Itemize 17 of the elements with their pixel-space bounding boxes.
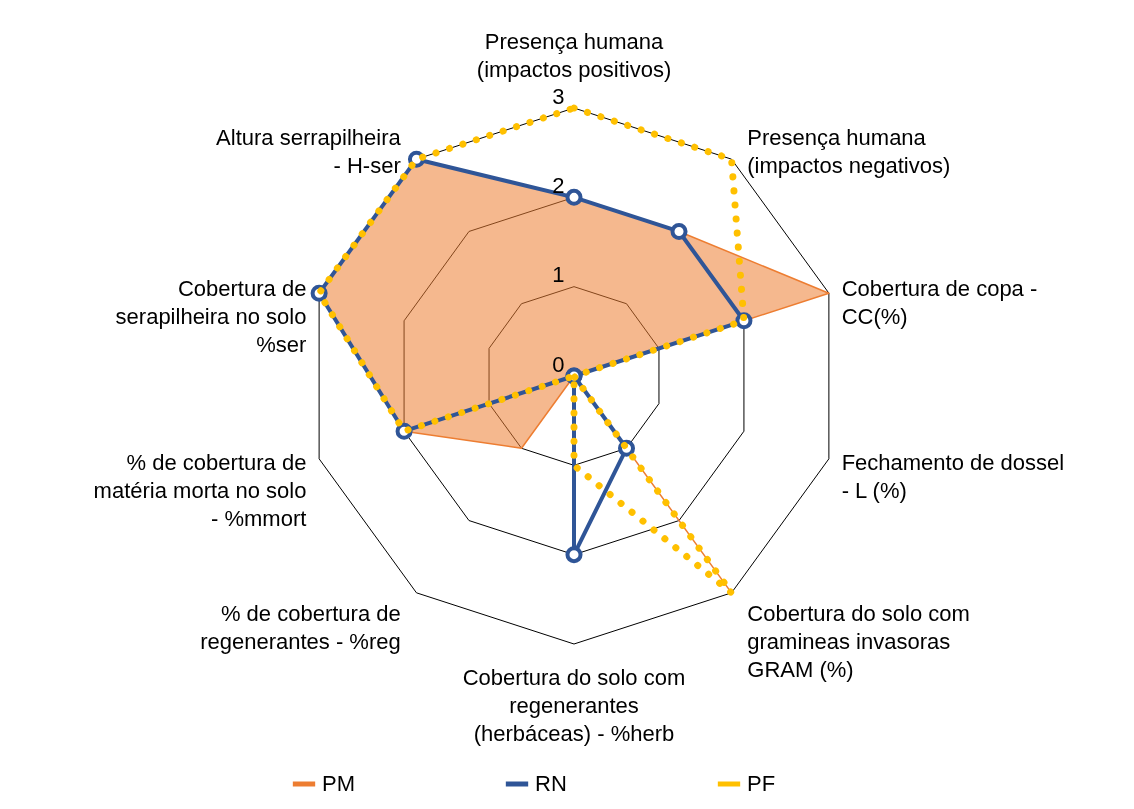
spoke-label: Presença humana (impactos negativos) [747,124,951,178]
y-tick-label: 2 [552,172,565,198]
legend-label: PF [747,771,776,796]
spoke-label: Cobertura do solo com gramineas invasoras GRAM (%) [747,601,970,683]
spoke-label: Cobertura de copa - CC(%) [841,276,1038,330]
y-tick-label: 1 [552,262,565,288]
legend-label: RN [535,771,567,796]
y-tick-label: 0 [552,351,565,377]
legend-label: PM [322,771,355,796]
spoke-label: Fechamento de dossel - L (%) [841,449,1065,503]
y-tick-label: 3 [552,83,565,109]
spoke-label: % de cobertura de matéria morta no solo - %mmort [93,449,307,531]
spoke-label: Cobertura do solo com regenerantes (herbáceas) - %herb [462,665,686,747]
spoke-label: Altura serrapilheira - H-ser [216,124,402,178]
spoke-label: % de cobertura de regenerantes - %reg [200,601,401,655]
spoke-label: Presença humana (impactos positivos) [476,29,672,83]
spoke-label: Cobertura de serapilheira no solo %ser [115,276,307,358]
